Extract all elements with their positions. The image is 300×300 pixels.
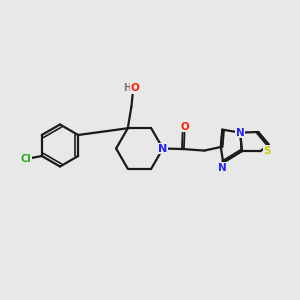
Text: S: S xyxy=(263,146,271,156)
Text: Cl: Cl xyxy=(21,154,32,164)
Text: N: N xyxy=(218,163,226,173)
Text: N: N xyxy=(158,143,167,154)
Text: N: N xyxy=(236,128,245,138)
Text: H: H xyxy=(123,83,131,93)
Text: O: O xyxy=(180,122,189,132)
Text: O: O xyxy=(130,83,140,93)
